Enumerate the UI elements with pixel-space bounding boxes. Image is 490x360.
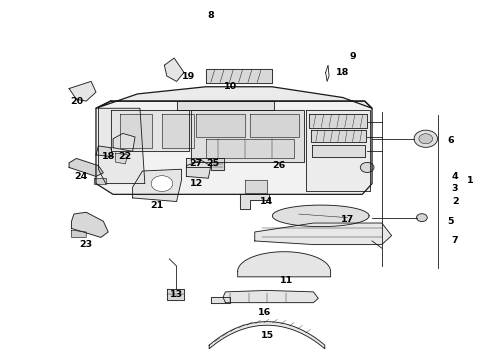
Text: 21: 21 [150, 201, 164, 210]
Polygon shape [176, 101, 274, 110]
Polygon shape [113, 134, 135, 151]
Text: 1: 1 [466, 176, 473, 185]
Polygon shape [223, 291, 318, 303]
Text: 13: 13 [170, 290, 183, 299]
Polygon shape [164, 58, 184, 81]
Polygon shape [306, 110, 369, 191]
Polygon shape [186, 160, 211, 178]
Text: 24: 24 [74, 172, 88, 181]
Polygon shape [209, 321, 325, 349]
Text: 22: 22 [119, 152, 132, 161]
Text: 20: 20 [70, 96, 83, 105]
Text: 26: 26 [272, 161, 286, 170]
Text: 2: 2 [452, 197, 459, 206]
Text: 9: 9 [349, 52, 356, 61]
Text: 25: 25 [207, 159, 220, 168]
Text: 27: 27 [190, 159, 203, 168]
Text: 6: 6 [447, 136, 454, 145]
Polygon shape [313, 145, 365, 157]
Circle shape [414, 130, 438, 147]
Text: 5: 5 [447, 217, 453, 226]
Text: 10: 10 [224, 82, 237, 91]
Polygon shape [240, 194, 270, 209]
Polygon shape [111, 110, 189, 151]
Text: 18: 18 [336, 68, 349, 77]
Text: 15: 15 [260, 332, 273, 341]
Circle shape [419, 134, 433, 144]
Polygon shape [250, 114, 299, 137]
Polygon shape [72, 212, 108, 237]
Polygon shape [121, 114, 152, 148]
Polygon shape [96, 146, 113, 157]
Polygon shape [94, 178, 106, 184]
Text: 23: 23 [80, 240, 93, 249]
Polygon shape [255, 223, 392, 244]
Polygon shape [238, 252, 331, 277]
Polygon shape [272, 205, 369, 226]
Polygon shape [196, 114, 245, 137]
Polygon shape [98, 108, 145, 184]
Polygon shape [69, 158, 103, 176]
Polygon shape [96, 101, 372, 194]
Polygon shape [211, 297, 230, 303]
Circle shape [416, 214, 427, 222]
Polygon shape [186, 158, 211, 167]
Text: 14: 14 [260, 197, 273, 206]
Polygon shape [206, 139, 294, 158]
Circle shape [360, 162, 374, 172]
Circle shape [151, 176, 172, 192]
Text: 17: 17 [341, 215, 354, 224]
Polygon shape [211, 158, 224, 170]
Polygon shape [206, 69, 272, 83]
Polygon shape [96, 87, 372, 108]
Polygon shape [245, 180, 267, 193]
Text: 12: 12 [190, 179, 203, 188]
Polygon shape [191, 110, 304, 162]
Text: 19: 19 [182, 72, 196, 81]
Text: 11: 11 [280, 276, 293, 285]
Polygon shape [72, 230, 86, 237]
Polygon shape [311, 130, 366, 142]
Polygon shape [133, 169, 181, 202]
Text: 16: 16 [258, 308, 271, 317]
Text: 8: 8 [207, 10, 214, 19]
Polygon shape [116, 153, 128, 164]
Polygon shape [167, 289, 184, 300]
Polygon shape [162, 114, 194, 148]
Polygon shape [309, 114, 367, 128]
Text: 7: 7 [452, 237, 459, 246]
Text: 4: 4 [452, 172, 459, 181]
Text: 3: 3 [452, 184, 458, 193]
Polygon shape [69, 81, 96, 101]
Text: 18: 18 [101, 152, 115, 161]
